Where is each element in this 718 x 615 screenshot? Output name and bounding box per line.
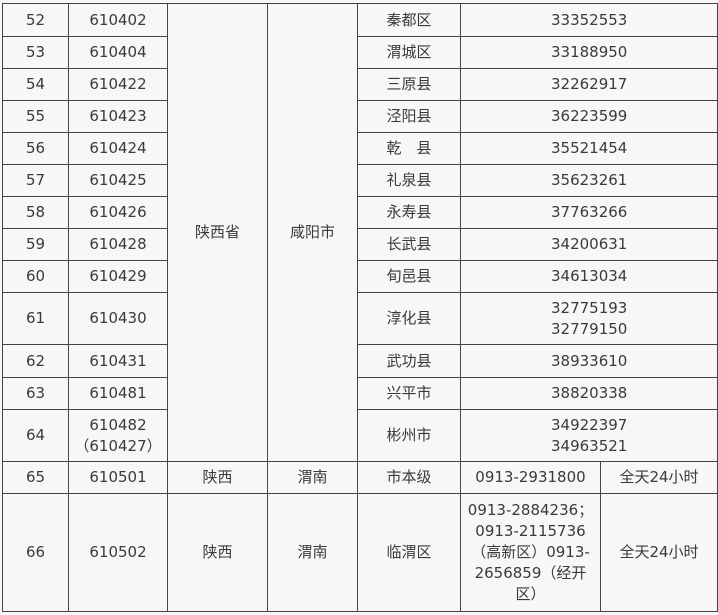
row-number: 56 xyxy=(2,132,69,165)
area-code: 610430 xyxy=(68,292,168,345)
table-row: 53 610404 渭城区 33188950 xyxy=(2,36,718,69)
table-row: 52 610402 陕西省 咸阳市 秦都区 33352553 xyxy=(2,3,718,462)
area-code: 610431 xyxy=(68,344,168,378)
phone-number: 32262917 xyxy=(460,68,718,101)
table-row: 55 610423 泾阳县 36223599 xyxy=(2,100,718,133)
phone-number: 0913-2931800 xyxy=(460,461,601,494)
province-cell: 陕西省 xyxy=(167,3,268,462)
row-number: 61 xyxy=(2,292,69,345)
table-row: 56 610424 乾 县 35521454 xyxy=(2,132,718,165)
table-row: 54 610422 三原县 32262917 xyxy=(2,68,718,101)
area-code: 610402 xyxy=(68,3,168,37)
table-row: 58 610426 永寿县 37763266 xyxy=(2,196,718,229)
phone-number: 37763266 xyxy=(460,196,718,229)
district-name: 泾阳县 xyxy=(357,100,461,133)
table-row: 65 610501 陕西 渭南 市本级 0913-2931800 全天24小时 xyxy=(2,461,718,494)
row-number: 59 xyxy=(2,228,69,261)
row-number: 63 xyxy=(2,377,69,410)
phone-number: 35623261 xyxy=(460,164,718,197)
phone-number: 0913-2884236；0913-2115736（高新区）0913-26568… xyxy=(460,493,601,612)
province-cell: 陕西 xyxy=(167,493,268,612)
district-name: 秦都区 xyxy=(357,3,461,37)
row-number: 66 xyxy=(2,493,69,612)
table-row: 57 610425 礼泉县 35623261 xyxy=(2,164,718,197)
district-name: 彬州市 xyxy=(357,409,461,462)
area-code: 610502 xyxy=(68,493,168,612)
district-name: 渭城区 xyxy=(357,36,461,69)
district-name: 临渭区 xyxy=(357,493,461,612)
phone-number: 34613034 xyxy=(460,260,718,293)
area-code: 610428 xyxy=(68,228,168,261)
province-cell: 陕西 xyxy=(167,461,268,494)
area-code: 610424 xyxy=(68,132,168,165)
area-code: 610426 xyxy=(68,196,168,229)
row-number: 54 xyxy=(2,68,69,101)
service-hours: 全天24小时 xyxy=(600,461,718,494)
district-name: 礼泉县 xyxy=(357,164,461,197)
table-row: 61 610430 淳化县 32775193 32779150 xyxy=(2,292,718,345)
district-name: 市本级 xyxy=(357,461,461,494)
phone-number: 35521454 xyxy=(460,132,718,165)
district-name: 兴平市 xyxy=(357,377,461,410)
row-number: 53 xyxy=(2,36,69,69)
hotline-table: 52 610402 陕西省 咸阳市 秦都区 33352553 53 610404 渭城区 3318… xyxy=(2,3,718,612)
district-name: 旬邑县 xyxy=(357,260,461,293)
phone-number: 38933610 xyxy=(460,344,718,378)
row-number: 52 xyxy=(2,3,69,37)
row-number: 57 xyxy=(2,164,69,197)
row-number: 62 xyxy=(2,344,69,378)
table-row: 63 610481 兴平市 38820338 xyxy=(2,377,718,410)
phone-number: 36223599 xyxy=(460,100,718,133)
city-cell: 渭南 xyxy=(267,493,358,612)
table-row: 59 610428 长武县 34200631 xyxy=(2,228,718,261)
table-row: 64 610482 （610427） 彬州市 34922397 34963521 xyxy=(2,409,718,462)
phone-number: 32775193 32779150 xyxy=(460,292,718,345)
row-number: 55 xyxy=(2,100,69,133)
district-name: 乾 县 xyxy=(357,132,461,165)
city-cell: 渭南 xyxy=(267,461,358,494)
phone-number: 38820338 xyxy=(460,377,718,410)
phone-number: 34200631 xyxy=(460,228,718,261)
phone-number: 33352553 xyxy=(460,3,718,37)
row-number: 58 xyxy=(2,196,69,229)
table-row: 62 610431 武功县 38933610 xyxy=(2,344,718,378)
area-code: 610481 xyxy=(68,377,168,410)
district-name: 武功县 xyxy=(357,344,461,378)
row-number: 64 xyxy=(2,409,69,462)
area-code: 610425 xyxy=(68,164,168,197)
area-code: 610482 （610427） xyxy=(68,409,168,462)
district-name: 长武县 xyxy=(357,228,461,261)
table-row: 66 610502 陕西 渭南 临渭区 0913-2884236；0913-2115736… xyxy=(2,493,718,612)
area-code: 610501 xyxy=(68,461,168,494)
phone-number: 33188950 xyxy=(460,36,718,69)
row-number: 60 xyxy=(2,260,69,293)
service-hours: 全天24小时 xyxy=(600,493,718,612)
district-name: 永寿县 xyxy=(357,196,461,229)
table-row: 60 610429 旬邑县 34613034 xyxy=(2,260,718,293)
row-number: 65 xyxy=(2,461,69,494)
district-name: 淳化县 xyxy=(357,292,461,345)
area-code: 610422 xyxy=(68,68,168,101)
phone-number: 34922397 34963521 xyxy=(460,409,718,462)
district-name: 三原县 xyxy=(357,68,461,101)
area-code: 610429 xyxy=(68,260,168,293)
city-cell: 咸阳市 xyxy=(267,3,358,462)
area-code: 610423 xyxy=(68,100,168,133)
area-code: 610404 xyxy=(68,36,168,69)
